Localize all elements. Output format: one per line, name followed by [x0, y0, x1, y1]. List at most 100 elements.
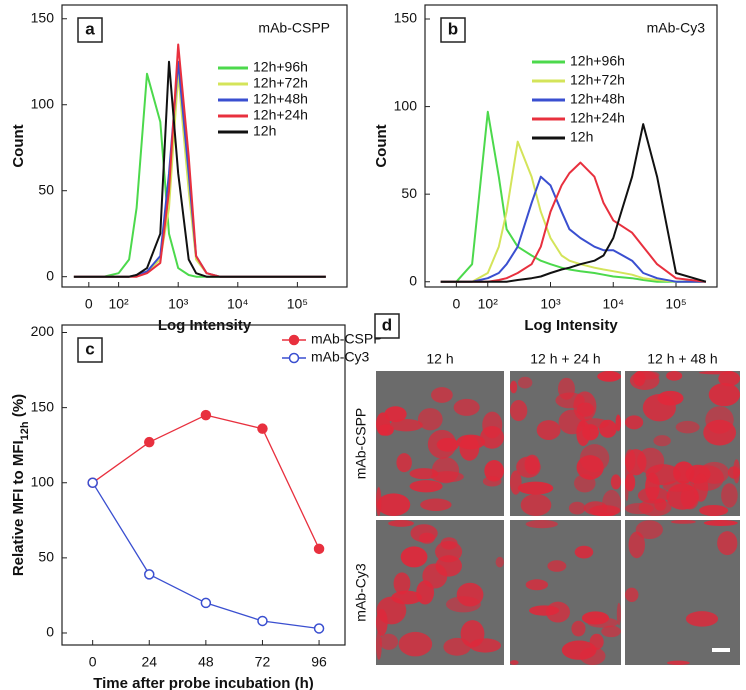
cell	[509, 380, 518, 394]
cell	[708, 383, 741, 407]
legend-label: 12h	[253, 123, 276, 139]
cell	[516, 456, 541, 478]
column-label: 12 h	[426, 351, 453, 367]
legend-label: 12h	[570, 129, 593, 145]
y-axis-label-sub: 12h	[19, 421, 31, 440]
x-axis-label: Log Intensity	[524, 317, 618, 334]
y-tick-label: 150	[31, 398, 55, 414]
x-tick-label: 0	[85, 296, 93, 312]
y-tick-label: 50	[38, 181, 54, 197]
y-tick-label: 50	[401, 185, 417, 201]
cell	[409, 480, 443, 493]
legend-label: mAb-Cy3	[311, 349, 370, 365]
data-point	[313, 543, 325, 555]
cell	[391, 590, 422, 605]
cell	[592, 512, 616, 516]
cell	[379, 633, 399, 650]
cell	[615, 414, 621, 432]
cell	[675, 420, 700, 434]
cell	[377, 493, 411, 516]
plot-frame	[61, 324, 346, 646]
panel-label: a	[85, 19, 95, 38]
annotation: mAb-CSPP	[258, 20, 330, 36]
cell	[400, 546, 428, 568]
panel-label: d	[382, 315, 392, 334]
cell	[573, 391, 597, 422]
cell	[482, 476, 502, 487]
x-tick-label: 72	[255, 654, 271, 670]
y-tick-label: 0	[46, 267, 54, 283]
y-axis-label-suffix: (%)	[10, 394, 27, 422]
legend-label: 12h+24h	[570, 110, 625, 126]
x-tick-label: 10⁴	[602, 296, 624, 312]
legend-label: 12h+72h	[570, 72, 625, 88]
cell	[698, 371, 735, 375]
data-point	[200, 597, 212, 609]
legend-label: 12h+48h	[570, 91, 625, 107]
x-tick-label: 96	[311, 654, 327, 670]
legend-marker	[288, 352, 300, 364]
x-tick-label: 10⁵	[287, 296, 308, 312]
cell	[456, 434, 486, 450]
y-axis-label: Count	[10, 124, 27, 167]
cell	[495, 556, 505, 568]
cell	[568, 501, 586, 515]
panel-label: c	[85, 339, 94, 358]
cell	[571, 620, 586, 637]
data-point	[313, 623, 325, 634]
annotation: mAb-Cy3	[647, 20, 706, 36]
y-tick-label: 100	[31, 95, 55, 111]
cell	[616, 602, 621, 626]
cell	[625, 449, 647, 476]
cell	[574, 545, 594, 559]
cell	[417, 408, 443, 431]
cell	[670, 520, 696, 524]
cell	[389, 419, 423, 432]
cell	[510, 399, 528, 422]
cell	[376, 630, 382, 660]
cell	[420, 498, 452, 511]
data-point	[144, 436, 155, 448]
x-tick-label: 0	[89, 654, 97, 670]
column-label: 12 h + 48 h	[647, 351, 717, 367]
cell	[398, 631, 433, 657]
panel-label-box	[374, 313, 400, 339]
y-tick-label: 100	[394, 97, 418, 113]
cell	[625, 587, 639, 603]
cell	[529, 605, 560, 616]
y-tick-label: 0	[46, 624, 54, 640]
cell	[581, 611, 610, 625]
cell	[410, 524, 438, 543]
cell	[610, 474, 621, 490]
micrograph	[625, 520, 740, 666]
y-tick-label: 150	[394, 10, 418, 26]
micrograph	[376, 371, 505, 516]
micrograph	[510, 520, 621, 665]
cell	[388, 520, 414, 527]
x-tick-label: 48	[198, 654, 214, 670]
x-tick-label: 10⁵	[665, 296, 686, 312]
cell	[561, 640, 597, 660]
cell	[642, 394, 676, 422]
cell	[525, 520, 558, 529]
cell	[625, 415, 644, 430]
cell	[601, 625, 621, 638]
plot-frame	[61, 4, 348, 288]
series-line	[440, 175, 706, 283]
cell	[384, 406, 407, 423]
cell	[456, 582, 484, 607]
series-line	[440, 140, 706, 283]
column-label: 12 h + 24 h	[530, 351, 600, 367]
cell	[733, 459, 740, 484]
x-tick-label: 10³	[168, 296, 189, 312]
y-tick-label: 50	[38, 549, 54, 565]
cell	[427, 429, 457, 459]
cell	[717, 531, 738, 556]
cell	[666, 371, 683, 381]
x-axis-label: Time after probe incubation (h)	[93, 675, 314, 690]
cell	[376, 487, 382, 516]
cell	[576, 455, 604, 480]
series-line	[440, 110, 706, 283]
y-axis-label: Relative MFI to MFI12h (%)	[10, 394, 31, 576]
data-point	[257, 615, 268, 627]
